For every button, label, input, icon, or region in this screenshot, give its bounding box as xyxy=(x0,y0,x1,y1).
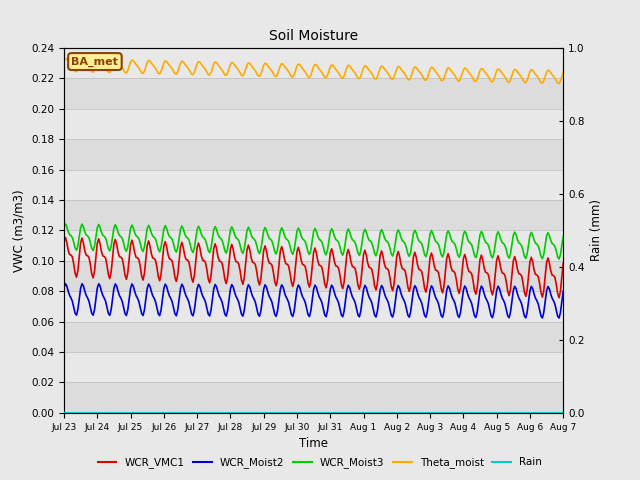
X-axis label: Time: Time xyxy=(299,437,328,450)
Y-axis label: Rain (mm): Rain (mm) xyxy=(590,199,603,262)
Legend: WCR_VMC1, WCR_Moist2, WCR_Moist3, Theta_moist, Rain: WCR_VMC1, WCR_Moist2, WCR_Moist3, Theta_… xyxy=(93,453,547,472)
Bar xyxy=(64,78,563,109)
Bar xyxy=(64,200,563,230)
Bar xyxy=(64,109,563,139)
Text: BA_met: BA_met xyxy=(72,57,118,67)
Bar xyxy=(64,261,563,291)
Bar xyxy=(64,352,563,383)
Bar xyxy=(64,139,563,169)
Bar xyxy=(64,230,563,261)
Title: Soil Moisture: Soil Moisture xyxy=(269,29,358,43)
Bar xyxy=(64,169,563,200)
Y-axis label: VWC (m3/m3): VWC (m3/m3) xyxy=(13,189,26,272)
Bar xyxy=(64,383,563,413)
Bar xyxy=(64,48,563,78)
Bar xyxy=(64,322,563,352)
Bar xyxy=(64,291,563,322)
